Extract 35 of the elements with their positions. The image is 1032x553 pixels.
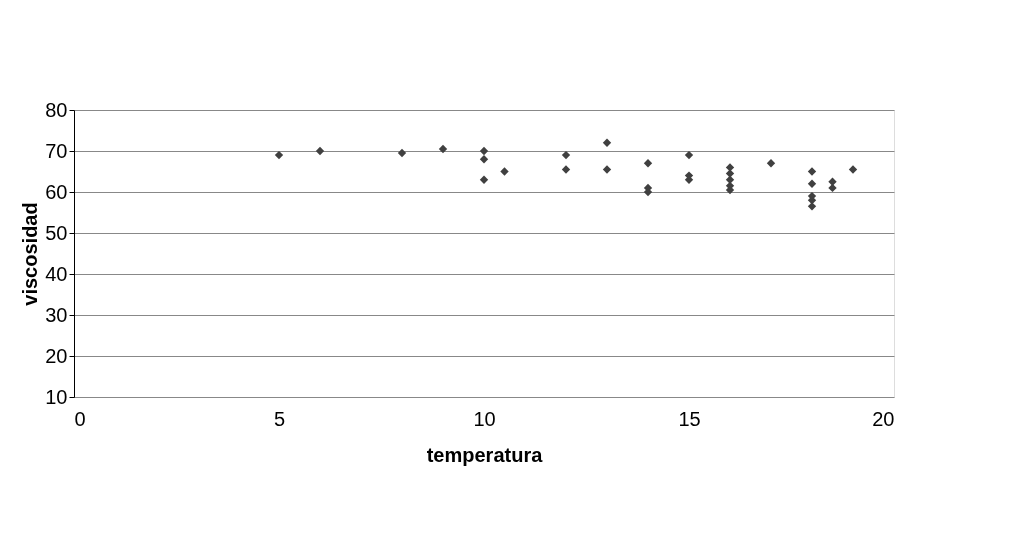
- y-tick-label: 50: [45, 221, 68, 244]
- point: [561, 165, 571, 174]
- point: [807, 179, 817, 188]
- y-tick-label: 70: [45, 139, 68, 162]
- point: [602, 138, 612, 147]
- y-tick-label: 80: [45, 98, 68, 121]
- y-tick-label: 20: [45, 344, 68, 367]
- point: [479, 146, 489, 156]
- x-axis-title: temperatura: [426, 443, 544, 466]
- point: [561, 150, 571, 160]
- point: [643, 159, 653, 168]
- y-tick-label: 40: [45, 262, 68, 285]
- point: [807, 167, 817, 176]
- point: [602, 165, 612, 174]
- point: [766, 159, 776, 168]
- y-tick-label: 10: [45, 385, 68, 408]
- point: [500, 167, 509, 176]
- y-axis-title: viscosidad: [19, 202, 42, 306]
- x-tick-label: 10: [473, 407, 496, 430]
- point: [848, 165, 858, 174]
- point: [397, 148, 407, 158]
- point: [315, 146, 325, 156]
- point: [274, 150, 284, 160]
- y-tick-label: 30: [45, 303, 68, 326]
- point: [479, 155, 489, 164]
- y-tick-label: 60: [45, 180, 68, 203]
- x-tick-label: 15: [678, 407, 701, 430]
- point: [438, 144, 448, 154]
- point: [479, 175, 489, 184]
- point: [807, 202, 817, 211]
- x-tick-label: 5: [273, 407, 286, 430]
- x-tick-label: 20: [872, 407, 895, 430]
- x-tick-label: 0: [74, 407, 86, 430]
- point: [828, 183, 837, 193]
- point: [684, 150, 694, 160]
